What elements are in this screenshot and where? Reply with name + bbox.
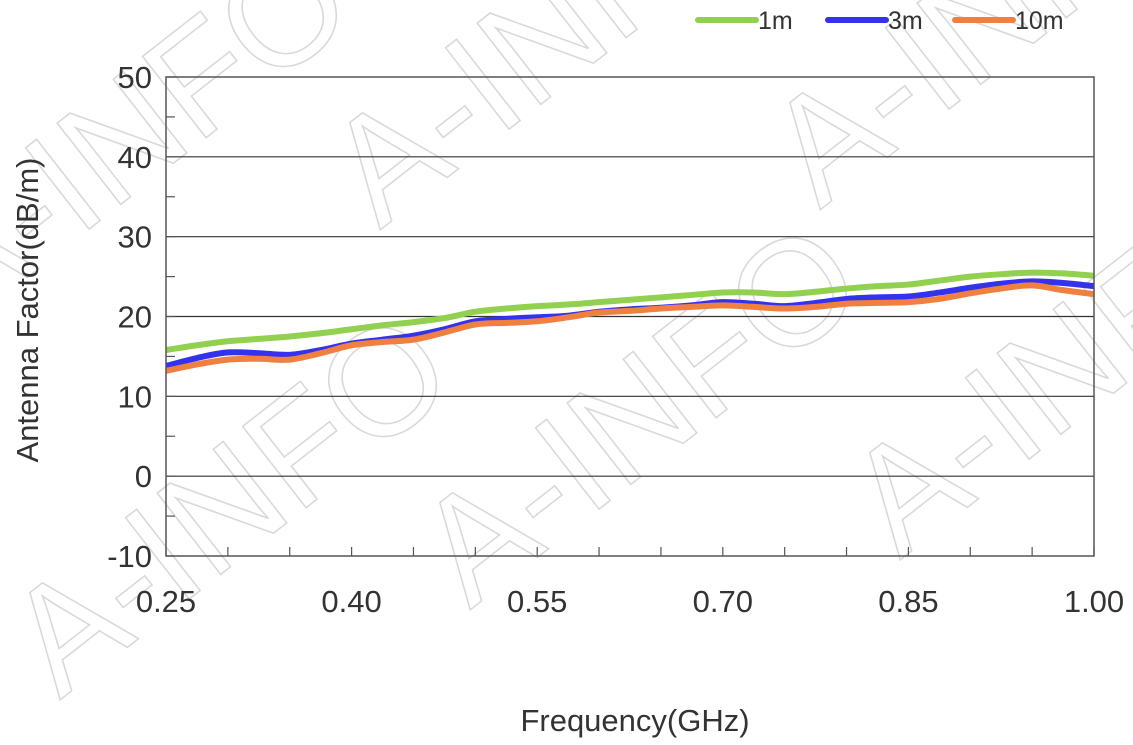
legend-label-1m: 1m bbox=[758, 7, 793, 35]
legend-label-10m: 10m bbox=[1015, 7, 1064, 35]
x-tick-label: 0.70 bbox=[693, 584, 753, 619]
y-tick-label: 20 bbox=[118, 300, 152, 335]
watermark-text: A-INFO bbox=[0, 0, 380, 355]
y-tick-label: 50 bbox=[118, 60, 152, 95]
x-tick-label: 0.55 bbox=[507, 584, 567, 619]
x-tick-label: 0.25 bbox=[136, 584, 196, 619]
y-tick-label: 10 bbox=[118, 379, 152, 414]
legend: 1m 3m 10m bbox=[695, 7, 1064, 35]
x-tick-label: 1.00 bbox=[1064, 584, 1124, 619]
y-tick-label: -10 bbox=[107, 539, 152, 574]
y-axis-title: Antenna Factor(dB/m) bbox=[10, 158, 45, 463]
series-lines bbox=[165, 269, 1095, 374]
x-axis-title: Frequency(GHz) bbox=[520, 703, 749, 738]
y-tick-label: 30 bbox=[118, 220, 152, 255]
y-tick-labels: -10 0 10 20 30 40 50 bbox=[107, 60, 152, 574]
series-line-10m bbox=[165, 282, 1095, 374]
x-tick-labels: 0.25 0.40 0.55 0.70 0.85 1.00 bbox=[136, 584, 1124, 619]
legend-label-3m: 3m bbox=[888, 7, 923, 35]
y-tick-label: 0 bbox=[135, 459, 152, 494]
x-tick-label: 0.40 bbox=[321, 584, 381, 619]
grid-lines bbox=[166, 156, 1094, 477]
watermark-text: A-INFO bbox=[736, 0, 1133, 235]
series-line-1m bbox=[165, 269, 1095, 353]
y-tick-label: 40 bbox=[118, 140, 152, 175]
axis-ticks bbox=[165, 76, 1095, 557]
x-tick-label: 0.85 bbox=[878, 584, 938, 619]
